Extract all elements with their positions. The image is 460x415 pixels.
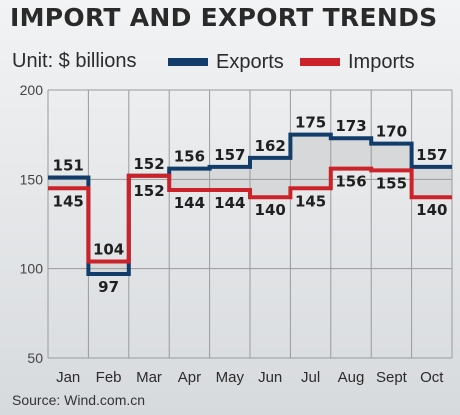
chart-title: IMPORT AND EXPORT TRENDS [10, 3, 438, 32]
xtick-label-jul: Jul [301, 369, 320, 386]
ytick-label-150: 150 [20, 171, 44, 187]
data-label-exports-mar: 152 [133, 155, 164, 173]
data-label-imports-jan: 145 [53, 192, 84, 210]
data-label-imports-jun: 140 [255, 201, 286, 219]
xtick-label-aug: Aug [338, 369, 365, 386]
data-label-exports-apr: 156 [174, 148, 205, 166]
series-line-imports [48, 166, 452, 264]
fill-between-jun [250, 157, 291, 198]
legend-imports-label: Imports [348, 50, 415, 73]
ytick-label-100: 100 [20, 261, 44, 277]
fill-between-feb [88, 261, 129, 275]
data-label-exports-sept: 170 [376, 123, 407, 141]
data-label-exports-jan: 151 [53, 157, 84, 175]
xtick-label-mar: Mar [136, 369, 162, 386]
data-label-exports-aug: 173 [335, 117, 366, 135]
xtick-label-sept: Sept [376, 369, 408, 386]
data-label-imports-apr: 144 [174, 194, 205, 212]
xtick-label-apr: Apr [178, 369, 201, 386]
fill-between-jan [48, 177, 89, 189]
xtick-label-jan: Jan [56, 369, 80, 386]
data-label-exports-may: 157 [214, 146, 245, 164]
legend-exports: Exports [168, 50, 284, 74]
data-label-exports-feb: 97 [98, 278, 119, 296]
data-label-exports-jun: 162 [255, 137, 286, 155]
ytick-label-50: 50 [27, 350, 43, 366]
fill-between-may [209, 166, 250, 191]
source-note: Source: Wind.com.cn [12, 392, 146, 408]
data-label-imports-oct: 140 [416, 201, 447, 219]
fill-between-sept [371, 143, 412, 171]
data-label-imports-feb: 104 [93, 241, 124, 259]
data-label-exports-oct: 157 [416, 146, 447, 164]
legend-exports-swatch [168, 58, 208, 66]
data-label-imports-sept: 155 [376, 174, 407, 192]
legend-imports-swatch [300, 58, 340, 66]
xtick-label-feb: Feb [96, 369, 122, 386]
unit-label: Unit: $ billions [12, 50, 137, 72]
xtick-label-oct: Oct [420, 369, 444, 386]
data-label-imports-mar: 152 [133, 182, 164, 200]
data-label-imports-jul: 145 [295, 192, 326, 210]
fill-between-aug [330, 138, 372, 169]
xtick-label-jun: Jun [258, 369, 282, 386]
fill-between-jul [290, 134, 331, 189]
legend-imports: Imports [300, 50, 415, 74]
data-label-exports-jul: 175 [295, 114, 326, 132]
legend-exports-label: Exports [216, 50, 284, 73]
data-label-imports-may: 144 [214, 194, 245, 212]
ytick-label-200: 200 [20, 82, 44, 98]
xtick-label-may: May [216, 369, 245, 386]
data-label-imports-aug: 156 [335, 173, 366, 191]
fill-between-oct [411, 166, 452, 198]
